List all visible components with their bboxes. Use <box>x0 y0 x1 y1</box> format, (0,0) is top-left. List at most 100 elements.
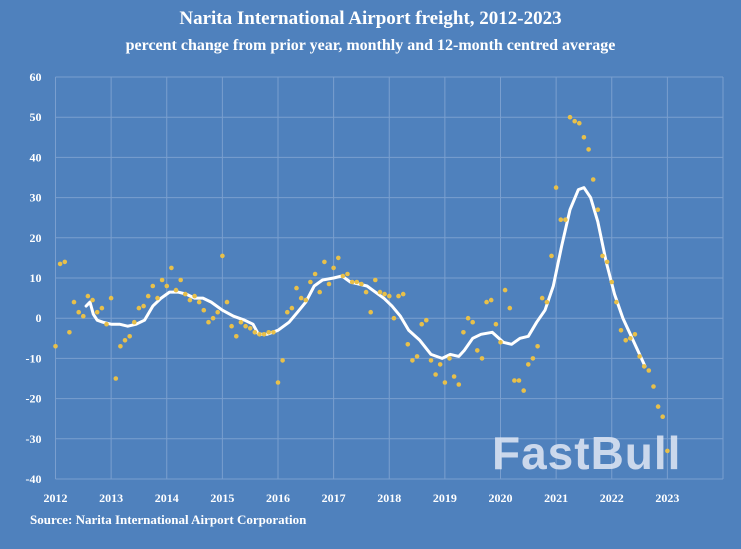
monthly-data-point <box>387 293 392 299</box>
monthly-data-point <box>145 293 151 299</box>
monthly-data-point <box>590 177 596 182</box>
monthly-data-point <box>67 330 72 335</box>
monthly-data-point <box>498 340 503 345</box>
monthly-data-point <box>553 185 559 190</box>
monthly-data-point <box>150 283 156 289</box>
y-tick-label: 20 <box>30 231 42 245</box>
monthly-data-point <box>122 338 128 343</box>
monthly-data-point <box>164 283 170 289</box>
monthly-data-point <box>183 291 188 297</box>
monthly-data-point <box>600 253 605 259</box>
monthly-data-point <box>308 279 313 285</box>
monthly-data-point <box>549 253 554 259</box>
x-tick-label: 2015 <box>210 491 234 505</box>
monthly-data-point <box>173 287 179 293</box>
monthly-data-point <box>530 356 536 361</box>
monthly-data-point <box>317 289 323 295</box>
monthly-data-point <box>526 362 531 367</box>
monthly-data-point <box>257 332 262 337</box>
monthly-data-point <box>623 338 628 343</box>
monthly-data-point <box>141 303 146 309</box>
monthly-data-point <box>132 319 137 325</box>
monthly-data-point <box>220 253 225 259</box>
monthly-data-point <box>493 321 499 327</box>
monthly-data-point <box>655 404 661 409</box>
monthly-data-point <box>312 271 318 277</box>
monthly-data-point <box>247 326 253 331</box>
y-tick-label: 30 <box>30 191 42 205</box>
monthly-data-point <box>424 317 429 323</box>
monthly-data-point <box>433 372 438 377</box>
monthly-data-point <box>563 217 568 222</box>
y-tick-label: -10 <box>26 351 42 365</box>
x-tick-label: 2016 <box>266 491 290 505</box>
monthly-data-point <box>322 259 327 265</box>
y-tick-label: 40 <box>30 150 42 164</box>
monthly-data-point <box>539 295 545 301</box>
monthly-data-point <box>298 295 304 301</box>
monthly-data-point <box>465 315 471 321</box>
monthly-data-point <box>210 315 216 321</box>
monthly-data-point <box>512 378 517 383</box>
monthly-data-point <box>285 309 290 315</box>
monthly-data-point <box>646 368 652 373</box>
monthly-data-point <box>331 265 336 271</box>
monthly-data-point <box>224 299 230 305</box>
monthly-data-point <box>234 334 239 339</box>
monthly-data-point <box>373 277 378 283</box>
monthly-data-point <box>275 380 281 385</box>
monthly-data-point <box>215 309 220 315</box>
monthly-data-point <box>572 118 577 124</box>
monthly-data-point <box>340 273 346 279</box>
x-tick-label: 2014 <box>155 491 179 505</box>
monthly-data-point <box>85 293 91 299</box>
monthly-data-point <box>94 309 100 315</box>
monthly-data-point <box>558 217 564 222</box>
monthly-data-point <box>651 384 656 389</box>
monthly-data-point <box>470 319 476 325</box>
monthly-data-point <box>428 358 434 363</box>
monthly-data-point <box>187 297 193 303</box>
monthly-data-point <box>609 279 615 285</box>
monthly-data-point <box>595 207 601 212</box>
monthly-data-point <box>280 358 285 363</box>
monthly-data-point <box>359 281 364 287</box>
monthly-data-point <box>405 342 411 347</box>
monthly-data-point <box>391 315 397 321</box>
monthly-data-point <box>252 330 258 335</box>
x-tick-label: 2020 <box>489 491 513 505</box>
y-tick-label: 50 <box>30 110 42 124</box>
monthly-data-point <box>349 279 355 285</box>
monthly-data-point <box>396 293 401 299</box>
monthly-data-point <box>136 305 142 311</box>
monthly-data-point <box>484 299 489 305</box>
monthly-data-point <box>414 354 420 359</box>
x-tick-label: 2018 <box>377 491 401 505</box>
monthly-data-point <box>502 287 508 293</box>
y-tick-label: 0 <box>36 311 42 325</box>
monthly-data-point <box>447 356 452 361</box>
chart-title: Narita International Airport freight, 20… <box>179 8 562 29</box>
x-tick-label: 2012 <box>44 491 68 505</box>
y-tick-label: -20 <box>26 392 42 406</box>
monthly-data-point <box>544 299 550 305</box>
monthly-data-point <box>118 344 123 349</box>
monthly-data-point <box>567 114 573 120</box>
monthly-data-point <box>377 289 383 295</box>
monthly-data-point <box>169 265 174 271</box>
monthly-data-point <box>410 358 415 363</box>
monthly-data-point <box>516 378 522 383</box>
monthly-data-point <box>266 330 272 335</box>
monthly-data-point <box>326 281 332 287</box>
monthly-data-point <box>303 297 309 303</box>
x-tick-label: 2022 <box>600 491 624 505</box>
monthly-data-point <box>294 285 299 291</box>
monthly-data-point <box>535 344 540 349</box>
monthly-data-point <box>382 291 387 297</box>
monthly-data-point <box>586 147 591 152</box>
monthly-data-point <box>419 321 425 327</box>
x-tick-label: 2019 <box>433 491 457 505</box>
monthly-data-point <box>104 321 109 327</box>
monthly-data-point <box>488 297 494 303</box>
monthly-data-point <box>665 448 670 454</box>
